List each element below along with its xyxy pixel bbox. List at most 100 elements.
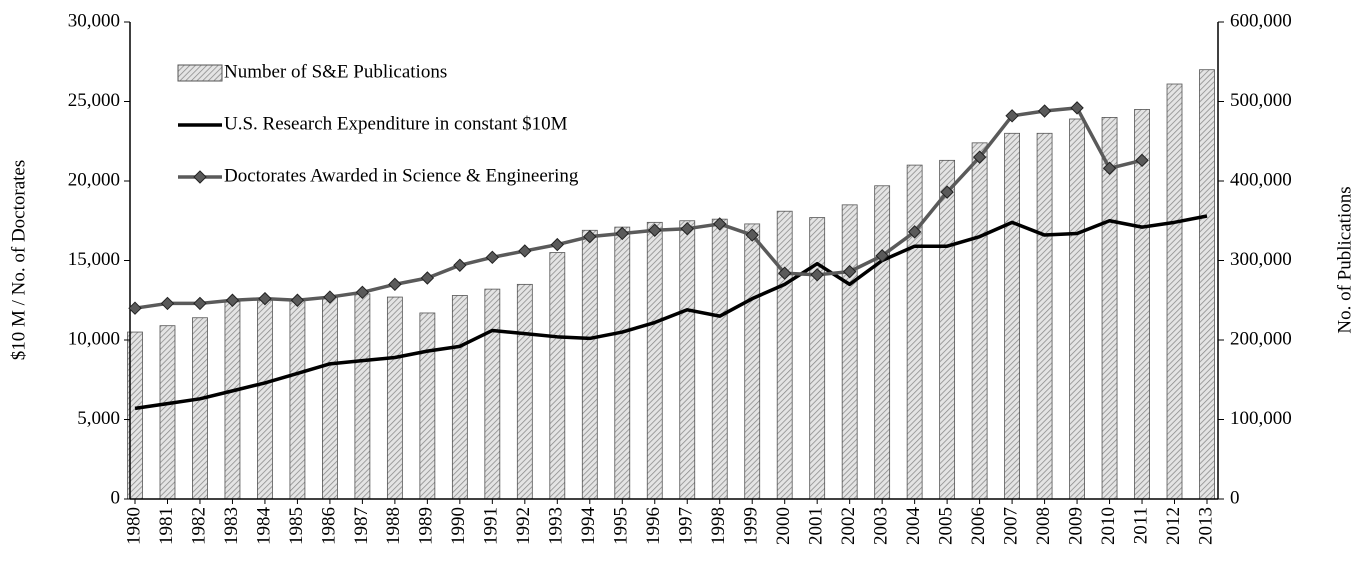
bar bbox=[711, 218, 728, 500]
bar bbox=[322, 296, 338, 500]
x-tick-label: 1986 bbox=[318, 507, 339, 545]
x-tick-label: 1996 bbox=[643, 507, 664, 545]
legend-label: U.S. Research Expenditure in constant $1… bbox=[224, 113, 568, 134]
marker bbox=[225, 293, 240, 307]
y-tick-label: 15,000 bbox=[68, 249, 120, 270]
legend-marker bbox=[193, 170, 207, 184]
legend-swatch bbox=[177, 64, 223, 82]
bar bbox=[451, 295, 468, 500]
x-tick-label: 1997 bbox=[676, 507, 697, 545]
legend-label: Doctorates Awarded in Science & Engineer… bbox=[224, 165, 579, 186]
marker bbox=[485, 250, 500, 265]
marker bbox=[388, 277, 402, 292]
x-tick-label: 1982 bbox=[188, 507, 209, 545]
x-tick-label: 1988 bbox=[383, 507, 404, 545]
x-tick-label: 1983 bbox=[221, 507, 242, 545]
marker bbox=[453, 258, 467, 272]
bar bbox=[1069, 118, 1085, 500]
x-tick-label: 2003 bbox=[871, 507, 892, 545]
bar bbox=[1166, 83, 1183, 500]
y-tick-label: 5,000 bbox=[77, 408, 120, 429]
x-tick-label: 1992 bbox=[513, 507, 534, 545]
line bbox=[134, 214, 1208, 411]
bar bbox=[1036, 132, 1053, 500]
bar bbox=[939, 159, 956, 500]
bar bbox=[224, 301, 241, 500]
marker bbox=[323, 290, 337, 304]
x-tick-label: 2007 bbox=[1000, 507, 1021, 545]
bar bbox=[809, 217, 826, 500]
bar bbox=[289, 299, 306, 500]
bar bbox=[549, 252, 566, 500]
bar bbox=[1134, 109, 1150, 500]
marker bbox=[777, 266, 792, 280]
marker bbox=[1102, 161, 1117, 175]
marker bbox=[810, 268, 824, 282]
x-tick-label: 2008 bbox=[1033, 507, 1054, 545]
marker bbox=[745, 228, 759, 242]
y-tick-label: 30,000 bbox=[68, 10, 120, 31]
marker bbox=[648, 223, 662, 237]
bar bbox=[581, 229, 598, 500]
marker bbox=[128, 301, 142, 315]
marker bbox=[550, 237, 565, 252]
y2-axis-title: No. of Publications bbox=[1334, 186, 1355, 333]
y-tick-label: 25,000 bbox=[68, 90, 120, 111]
marker bbox=[972, 150, 987, 164]
x-tick-label: 1999 bbox=[741, 507, 762, 545]
y-tick-label: 10,000 bbox=[68, 328, 120, 349]
y2-tick-label: 300,000 bbox=[1230, 249, 1292, 270]
x-tick-label: 1995 bbox=[611, 507, 632, 545]
y2-tick-label: 400,000 bbox=[1230, 169, 1292, 190]
x-tick-label: 1998 bbox=[708, 507, 729, 545]
marker bbox=[940, 185, 954, 199]
x-tick-label: 1987 bbox=[351, 507, 372, 545]
bar bbox=[614, 226, 631, 500]
y-tick-label: 0 bbox=[111, 487, 121, 508]
x-tick-label: 1993 bbox=[546, 507, 567, 545]
y-tick-label: 20,000 bbox=[68, 169, 120, 190]
marker bbox=[290, 293, 305, 307]
x-tick-label: 2004 bbox=[903, 507, 924, 546]
x-tick-label: 1984 bbox=[253, 507, 274, 546]
y2-tick-label: 0 bbox=[1230, 487, 1240, 508]
line bbox=[134, 106, 1143, 310]
bar bbox=[906, 164, 923, 500]
x-tick-label: 2006 bbox=[968, 507, 989, 545]
bar bbox=[971, 142, 988, 500]
y2-tick-label: 600,000 bbox=[1230, 10, 1292, 31]
bar bbox=[354, 293, 371, 500]
x-tick-label: 1991 bbox=[481, 507, 502, 545]
marker bbox=[193, 296, 207, 311]
bar bbox=[744, 223, 761, 500]
bar bbox=[1199, 69, 1215, 500]
bar bbox=[159, 325, 176, 500]
marker bbox=[713, 217, 727, 231]
legend-label: Number of S&E Publications bbox=[224, 61, 447, 82]
marker bbox=[907, 225, 922, 239]
bar bbox=[1004, 132, 1020, 500]
marker bbox=[583, 229, 597, 244]
x-tick-label: 2011 bbox=[1130, 507, 1151, 544]
x-tick-label: 1981 bbox=[156, 507, 177, 545]
y2-tick-label: 500,000 bbox=[1230, 90, 1292, 111]
y2-tick-label: 200,000 bbox=[1230, 328, 1292, 349]
x-tick-label: 2001 bbox=[806, 507, 827, 545]
marker bbox=[518, 244, 532, 258]
bar bbox=[516, 283, 533, 500]
x-tick-label: 1985 bbox=[286, 507, 307, 545]
bar bbox=[646, 221, 663, 500]
x-tick-label: 2002 bbox=[838, 507, 859, 545]
marker bbox=[680, 221, 694, 236]
marker bbox=[875, 249, 889, 263]
marker bbox=[615, 226, 629, 241]
bar bbox=[679, 220, 696, 500]
x-tick-label: 2000 bbox=[773, 507, 794, 545]
marker bbox=[160, 296, 175, 311]
x-tick-label: 1980 bbox=[123, 507, 144, 545]
bar bbox=[841, 204, 858, 500]
y-axis-title: $10 M / No. of Doctorates bbox=[8, 160, 29, 361]
x-tick-label: 2012 bbox=[1163, 507, 1184, 545]
x-tick-label: 1990 bbox=[448, 507, 469, 545]
